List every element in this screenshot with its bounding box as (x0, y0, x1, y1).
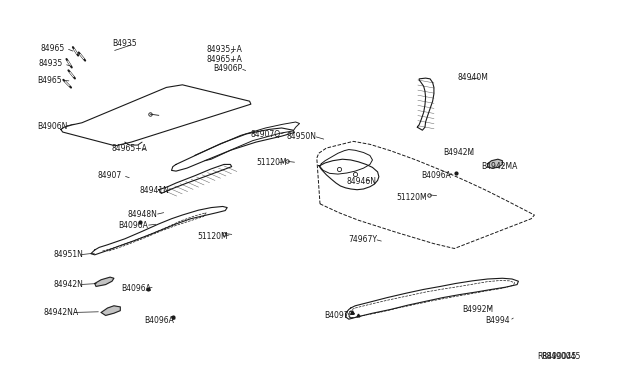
Text: 84951N: 84951N (53, 250, 83, 259)
Text: B4992M: B4992M (462, 305, 493, 314)
Text: B4965: B4965 (37, 76, 61, 85)
Text: 84965: 84965 (40, 44, 65, 53)
Text: B4994: B4994 (485, 316, 509, 325)
Text: B4096A: B4096A (421, 171, 451, 180)
Text: B4096A: B4096A (122, 284, 152, 293)
Text: 84907Q: 84907Q (251, 130, 281, 139)
Polygon shape (95, 277, 114, 286)
Text: 84942NA: 84942NA (44, 308, 79, 317)
Text: 84965+A: 84965+A (112, 144, 148, 153)
Text: 84907: 84907 (97, 171, 122, 180)
Text: 84935: 84935 (38, 60, 63, 68)
Text: R8490045: R8490045 (538, 352, 577, 360)
Polygon shape (488, 159, 502, 168)
Text: 51120M: 51120M (197, 232, 228, 241)
Text: 74967Y: 74967Y (349, 235, 378, 244)
Text: 51120M: 51120M (256, 158, 287, 167)
Text: R8490045: R8490045 (541, 352, 580, 360)
Text: 84950N: 84950N (287, 132, 317, 141)
Text: 84935+A: 84935+A (206, 45, 242, 54)
Text: 84942N: 84942N (53, 280, 83, 289)
Text: B4096A: B4096A (144, 316, 174, 325)
Text: B4906P: B4906P (213, 64, 243, 73)
Text: 84948N: 84948N (128, 210, 158, 219)
Text: 84946N: 84946N (347, 177, 377, 186)
Text: B4942M: B4942M (444, 148, 475, 157)
Text: 51120M: 51120M (397, 193, 428, 202)
Text: B4096A: B4096A (118, 221, 148, 230)
Text: B4906N: B4906N (37, 122, 67, 131)
Text: 84965+A: 84965+A (206, 55, 242, 64)
Polygon shape (101, 306, 120, 315)
Text: B4942MA: B4942MA (481, 162, 518, 171)
Text: 84940M: 84940M (458, 73, 488, 82)
Text: 84941N: 84941N (140, 186, 170, 195)
Text: B4935: B4935 (112, 39, 136, 48)
Text: B4097E: B4097E (324, 311, 353, 320)
